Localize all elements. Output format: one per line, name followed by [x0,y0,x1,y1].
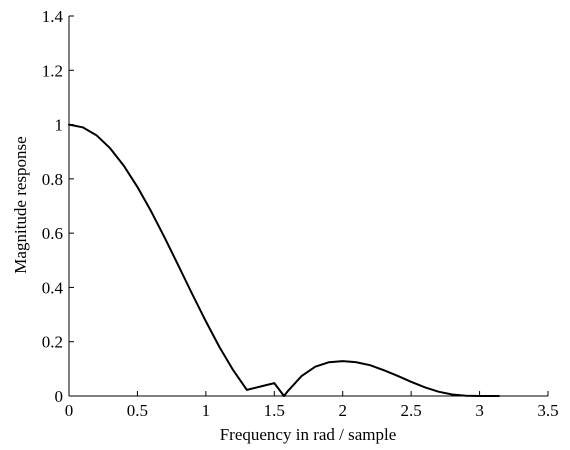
y-tick-label: 0.4 [42,278,64,297]
x-tick-label: 3 [475,401,484,420]
x-tick-label: 2.5 [401,401,422,420]
x-tick-label: 1 [202,401,211,420]
y-tick-label: 1 [55,116,64,135]
magnitude-response-line [68,123,500,397]
y-tick-label: 0.6 [42,224,63,243]
y-tick-label: 1.4 [42,7,64,26]
x-tick-label: 0 [65,401,74,420]
x-tick-label: 2 [338,401,347,420]
x-tick-label: 3.5 [537,401,558,420]
x-tick-label: 0.5 [127,401,148,420]
y-tick-label: 1.2 [42,61,63,80]
x-axis-label: Frequency in rad / sample [220,425,397,444]
y-tick-label: 0 [55,387,64,406]
ticks-layer: 0 0.5 1 1.5 2 2.5 3 3.5 0 0.2 0.4 0.6 0.8 1 1.2 1.4 [42,7,559,420]
y-tick-label: 0.2 [42,333,63,352]
y-axis-label: Magnitude response [11,136,30,273]
y-tick-label: 0.8 [42,170,63,189]
x-tick-label: 1.5 [264,401,285,420]
